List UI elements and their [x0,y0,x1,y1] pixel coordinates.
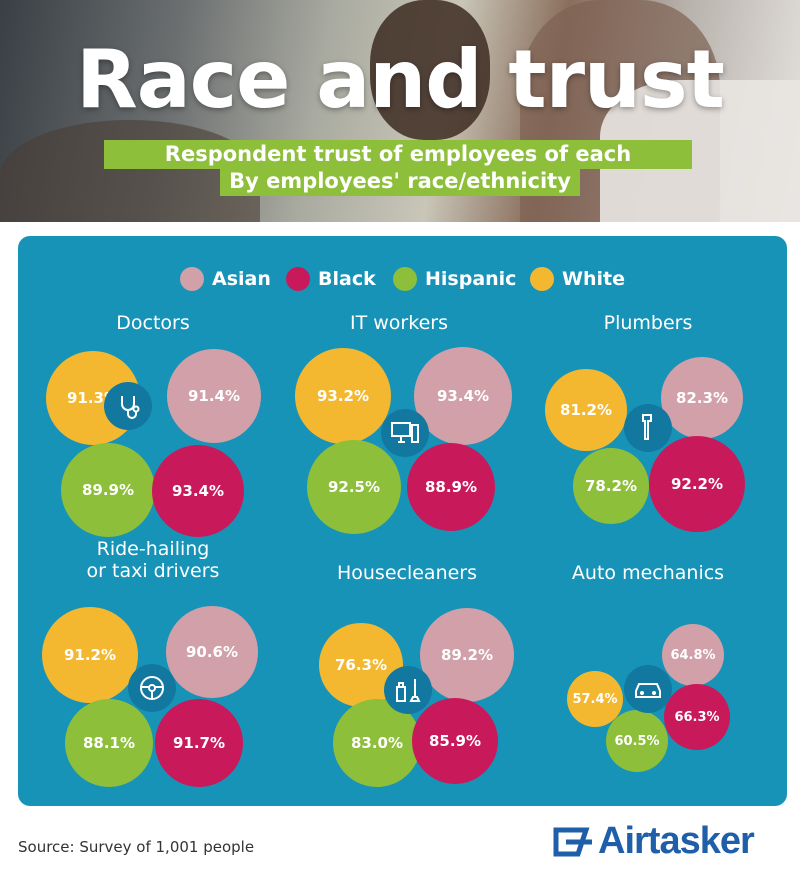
legend-label-black: Black [318,268,376,290]
bubble-value: 92.2% [670,475,724,493]
bubble-asian: 91.4% [167,349,261,443]
group-title: Doctors [116,312,190,334]
bubble-value: 93.2% [316,387,370,405]
bubble-value: 90.6% [185,643,239,661]
bubble-asian: 90.6% [166,606,258,698]
page-title: Race and trust [76,33,725,126]
bubble-value: 66.3% [674,709,720,725]
bubble-asian: 82.3% [661,357,743,439]
bubble-asian: 89.2% [420,608,514,702]
bubble-value: 91.7% [172,734,226,752]
group-title: Ride-hailing or taxi drivers [86,538,220,582]
bubble-value: 83.0% [350,734,404,752]
bubble-hispanic: 60.5% [606,710,668,772]
hero-photo-shape [0,120,260,222]
group-title: IT workers [350,312,448,334]
bubble-asian: 93.4% [414,347,512,445]
bubble-value: 91.4% [187,387,241,405]
airtasker-logo-text: Airtasker [598,820,755,862]
bubble-value: 57.4% [572,691,618,707]
bubble-value: 81.2% [559,401,613,419]
computer-icon [381,409,429,457]
subtitle-line-1: Respondent trust of employees of each oc… [104,140,692,195]
bubble-black: 93.4% [152,445,244,537]
legend-swatch-black [286,267,310,291]
legend: Asian Black Hispanic White [0,264,800,294]
bubble-value: 85.9% [428,732,482,750]
legend-swatch-hispanic [393,267,417,291]
bubble-hispanic: 89.9% [61,443,155,537]
bubble-value: 88.1% [82,734,136,752]
legend-swatch-white [530,267,554,291]
car-icon [624,665,672,713]
bubble-value: 78.2% [584,477,638,495]
bubble-value: 89.9% [81,481,135,499]
bubble-value: 76.3% [334,656,388,674]
bubble-value: 89.2% [440,646,494,664]
legend-label-white: White [562,268,625,290]
bubble-hispanic: 88.1% [65,699,153,787]
bubble-white: 93.2% [295,348,391,444]
bubble-white: 91.2% [42,607,138,703]
bubble-black: 66.3% [664,684,730,750]
subtitle-line-2: By employees' race/ethnicity [220,167,580,196]
bubble-white: 91.3% [46,351,140,445]
legend-item-hispanic: Hispanic [393,264,516,294]
bubble-hispanic: 78.2% [573,448,649,524]
steering-wheel-icon [128,664,176,712]
cleaning-icon [384,666,432,714]
bubble-black: 92.2% [649,436,745,532]
legend-label-asian: Asian [212,268,271,290]
source-note: Source: Survey of 1,001 people [18,838,255,856]
group-title: Auto mechanics [571,562,725,584]
hero-photo-shape [370,0,490,140]
bubble-value: 92.5% [327,478,381,496]
bubble-black: 85.9% [412,698,498,784]
bubble-white: 57.4% [567,671,623,727]
bubble-black: 88.9% [407,443,495,531]
bubble-value: 93.4% [436,387,490,405]
group-title: Housecleaners [336,562,478,584]
bubble-value: 64.8% [670,647,716,663]
bubble-black: 91.7% [155,699,243,787]
legend-label-hispanic: Hispanic [425,268,517,290]
stethoscope-icon [104,382,152,430]
group-title: Plumbers [603,312,693,334]
legend-item-asian: Asian [180,264,271,294]
bubble-value: 91.2% [63,646,117,664]
airtasker-logo: Airtasker [552,820,755,863]
legend-item-white: White [530,264,625,294]
legend-item-black: Black [286,264,376,294]
bubble-hispanic: 92.5% [307,440,401,534]
bubble-value: 88.9% [424,478,478,496]
bubble-asian: 64.8% [662,624,724,686]
legend-swatch-asian [180,267,204,291]
bubble-value: 60.5% [614,733,660,749]
wrench-icon [624,404,672,452]
airtasker-logo-icon [553,827,592,856]
bubble-value: 82.3% [675,389,729,407]
bubble-value: 93.4% [171,482,225,500]
bubble-white: 81.2% [545,369,627,451]
